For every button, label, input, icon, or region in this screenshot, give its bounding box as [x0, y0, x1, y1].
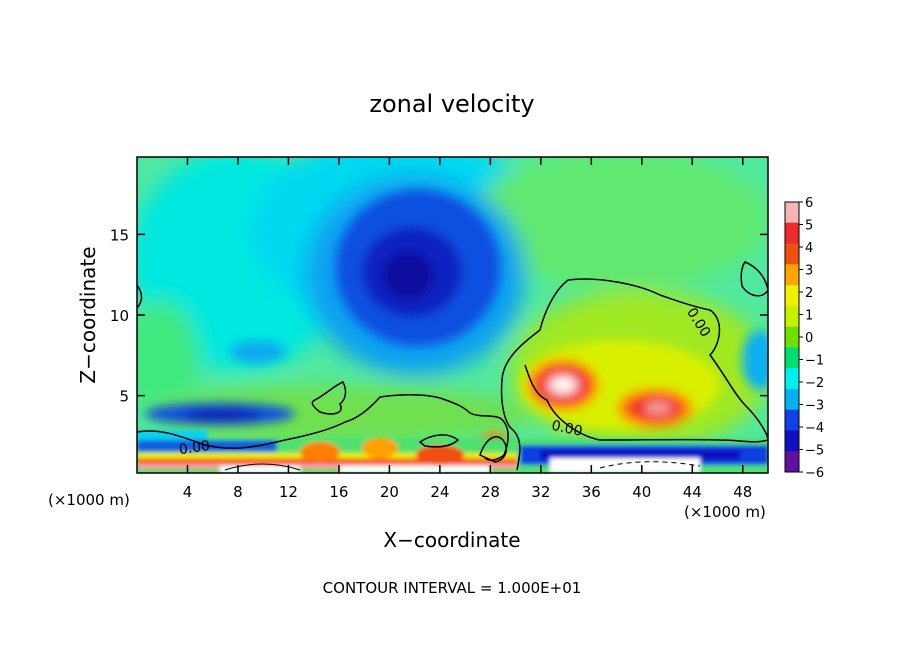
field-low-blue-streak-core [182, 409, 262, 421]
y-axis-label: Z−coordinate [76, 246, 100, 383]
colorbar-tick-label: 1 [805, 309, 813, 324]
contour-zero-small-1 [311, 381, 347, 415]
contour-interval-footer: CONTOUR INTERVAL = 1.000E+01 [323, 579, 582, 597]
field-surface-blue-right-core [540, 450, 740, 460]
x-tick-label: 8 [233, 483, 243, 501]
x-tick-label: 32 [531, 483, 550, 501]
colorbar-swatch [785, 388, 799, 411]
field-plume-white-1 [552, 378, 574, 392]
y-tick-label: 10 [110, 307, 129, 325]
field-right-edge-blue [742, 330, 768, 390]
colorbar-tick-label: −6 [805, 466, 824, 481]
field-surface-layer [137, 430, 768, 473]
colorbar-swatch [785, 243, 799, 265]
x-tick-label: 36 [582, 483, 601, 501]
colorbar-swatch [785, 430, 799, 452]
colorbar-swatch [785, 409, 799, 431]
x-tick-label: 12 [279, 483, 298, 501]
x-unit-right: (×1000 m) [684, 503, 766, 521]
contour-zero-small-2 [418, 434, 460, 448]
x-tick-label: 24 [430, 483, 449, 501]
colorbar-swatch [785, 326, 799, 348]
field-surface-white-2 [340, 466, 490, 473]
contour-zero-small-3 [479, 436, 507, 463]
y-tick-label: 15 [110, 226, 129, 244]
field-surface-orange-blob-1 [300, 442, 340, 462]
field-surface-orange-blob-2 [362, 438, 398, 458]
colorbar-swatch [785, 222, 799, 245]
x-axis: 4 8 12 16 20 24 28 32 36 40 44 48 [183, 157, 752, 501]
x-tick-label: 20 [380, 483, 399, 501]
field-surface-white-3 [550, 458, 700, 473]
x-tick-label: 4 [183, 483, 193, 501]
colorbar-tick-label: 5 [805, 219, 813, 234]
colorbar-swatch [785, 264, 799, 286]
x-tick-label: 16 [329, 483, 348, 501]
field-left-green [137, 300, 200, 420]
colorbar-swatch [785, 285, 799, 307]
x-axis-label: X−coordinate [383, 528, 520, 552]
colorbar-tick-label: 3 [805, 264, 813, 279]
colorbar-tick-label: 0 [805, 331, 813, 346]
colorbar-swatch [785, 451, 799, 473]
contour-label: 0.00 [178, 438, 211, 458]
contours [137, 261, 768, 471]
contour-zero-right-edge [740, 261, 768, 297]
colorbar-swatch [785, 368, 799, 390]
colorbar-tick-label: −3 [805, 399, 824, 414]
x-tick-label: 48 [733, 483, 752, 501]
field-detail-layer [145, 190, 768, 460]
colorbar: 6 5 4 3 2 1 0 −1 −2 −3 −4 −5 −6 [784, 196, 824, 481]
field-navy-core [383, 251, 433, 299]
x-tick-label: 28 [481, 483, 500, 501]
heatmap-field [137, 157, 768, 473]
colorbar-tick-label: −2 [805, 376, 824, 391]
colorbar-swatch [785, 305, 799, 328]
contour-surface-thin [224, 463, 301, 471]
contour-surface-dashed [599, 461, 701, 469]
field-surface-pink [137, 464, 517, 468]
field-lower-green [150, 385, 530, 445]
colorbar-swatch [785, 347, 799, 369]
colorbar-tick-label: −5 [805, 444, 824, 459]
field-plume-pink-2 [644, 402, 672, 414]
contour-zero-right-plume [500, 278, 768, 471]
colorbar-swatch [785, 202, 799, 224]
field-surface-white-1 [220, 466, 300, 473]
field-right-green [470, 157, 768, 290]
x-unit-left: (×1000 m) [48, 491, 130, 509]
colorbar-tick-label: 2 [805, 286, 813, 301]
x-tick-label: 40 [632, 483, 651, 501]
contour-zero-left-edge [137, 284, 143, 309]
field-surface-orange-blob-3 [416, 445, 464, 465]
contour-zero-low-level [137, 394, 509, 461]
field-left-light-blue [230, 341, 286, 363]
colorbar-tick-label: 4 [805, 241, 813, 256]
colorbar-tick-label: 6 [805, 196, 813, 211]
y-axis: 5 10 15 [110, 226, 768, 406]
y-tick-label: 5 [119, 388, 129, 406]
chart-title: zonal velocity [369, 90, 534, 118]
colorbar-tick-label: −1 [805, 354, 824, 369]
x-tick-label: 44 [683, 483, 702, 501]
contour-label: 0.00 [550, 418, 584, 440]
colorbar-tick-label: −4 [805, 421, 824, 436]
